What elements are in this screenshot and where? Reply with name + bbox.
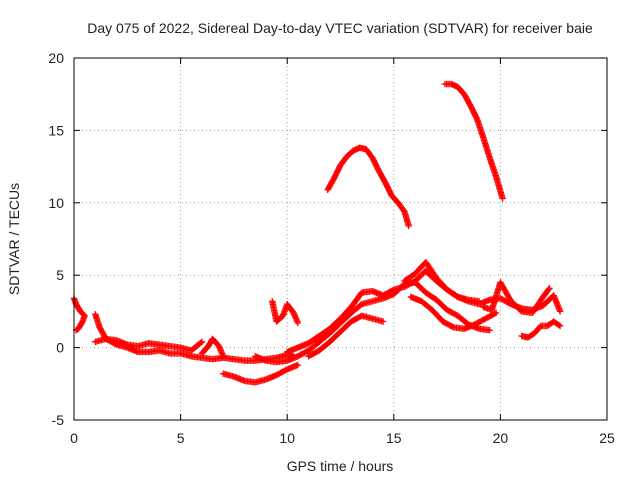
series-track-c	[92, 335, 206, 354]
data-point	[220, 353, 227, 360]
y-tick-label: 15	[48, 122, 64, 138]
series-track-e	[220, 361, 302, 386]
data-point	[491, 310, 499, 317]
chart-title: Day 075 of 2022, Sidereal Day-to-day VTE…	[87, 20, 593, 36]
data-point	[198, 338, 206, 346]
data-point	[379, 318, 387, 325]
x-tick-label: 15	[386, 430, 402, 446]
y-tick-label: 10	[48, 195, 64, 211]
x-axis-label: GPS time / hours	[287, 458, 394, 474]
series-track-n	[324, 144, 412, 230]
x-tick-label: 10	[279, 430, 295, 446]
data-point	[486, 327, 493, 334]
data-point	[492, 309, 500, 317]
y-tick-label: 0	[56, 340, 64, 356]
data-point	[556, 308, 564, 315]
data-point	[294, 319, 302, 327]
plot-frame	[73, 57, 608, 421]
grid-lines	[74, 58, 607, 420]
data-point	[555, 321, 563, 329]
series-track-d	[198, 335, 227, 360]
series-track-o	[441, 80, 506, 202]
series-track-a	[70, 295, 88, 334]
data-point	[73, 326, 81, 333]
y-axis-label: SDTVAR / TECUs	[6, 183, 22, 295]
data-point	[499, 195, 506, 202]
data-point	[389, 287, 396, 294]
y-tick-label: 20	[48, 50, 64, 66]
data-point	[294, 361, 302, 369]
series-track-f	[269, 298, 302, 327]
y-tick-label: 5	[56, 267, 64, 283]
data-point	[448, 323, 456, 330]
data-point	[556, 322, 564, 330]
x-tick-label: 20	[493, 430, 509, 446]
series-track-k	[407, 293, 500, 332]
x-tick-label: 25	[599, 430, 615, 446]
data-point	[405, 222, 412, 230]
series-track-i	[305, 312, 387, 360]
data-marks	[70, 80, 564, 386]
data-point	[197, 339, 204, 346]
axis-ticks: 0 5 10 15 20 25 -5 0 5 10 15 20	[48, 50, 615, 446]
data-point	[545, 286, 552, 293]
series-track-m	[518, 318, 564, 341]
data-point	[546, 285, 553, 292]
series-track-l	[480, 279, 553, 317]
x-tick-label: 5	[177, 430, 185, 446]
y-tick-label: -5	[52, 412, 65, 428]
series-track-b	[92, 311, 297, 364]
x-tick-label: 0	[70, 430, 78, 446]
